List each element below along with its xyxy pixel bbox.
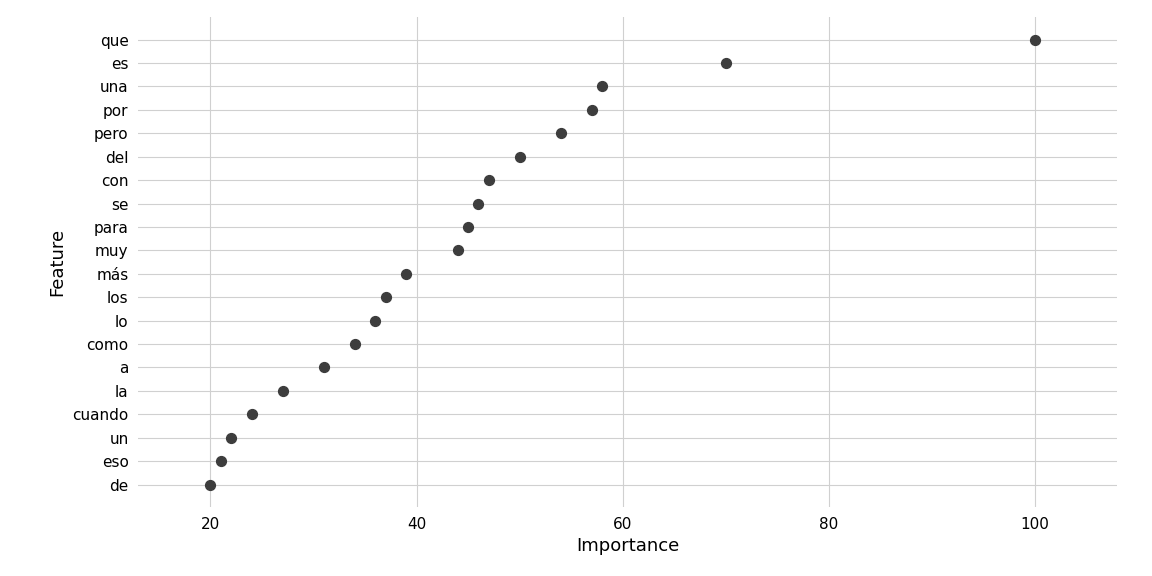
X-axis label: Importance: Importance: [576, 537, 680, 555]
Point: [469, 199, 487, 208]
Y-axis label: Feature: Feature: [48, 228, 67, 296]
Point: [552, 128, 570, 138]
Point: [448, 246, 467, 255]
Point: [458, 222, 477, 232]
Point: [593, 82, 612, 91]
Point: [346, 339, 364, 348]
Point: [479, 176, 498, 185]
Point: [273, 386, 291, 396]
Point: [717, 58, 735, 67]
Point: [212, 457, 230, 466]
Point: [314, 363, 333, 372]
Point: [397, 269, 416, 278]
Point: [1025, 35, 1044, 44]
Point: [242, 410, 260, 419]
Point: [583, 105, 601, 115]
Point: [377, 293, 395, 302]
Point: [510, 152, 529, 161]
Point: [222, 433, 241, 442]
Point: [366, 316, 385, 325]
Point: [202, 480, 220, 489]
